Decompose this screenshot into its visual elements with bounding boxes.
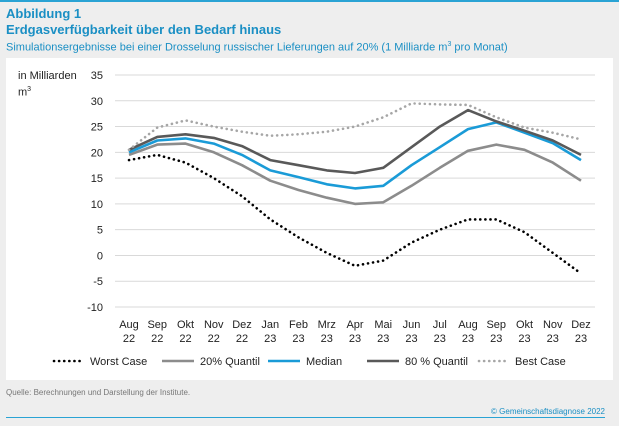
x-tick-label: Nov bbox=[204, 319, 224, 331]
x-tick-label: Jun bbox=[403, 319, 421, 331]
x-tick-labels: Aug 22 Sep 22 Okt 22 Nov 22 Dez 22 Jan 23 Feb 23 Mrz 23… bbox=[119, 319, 591, 345]
x-tick-label: 23 bbox=[405, 333, 417, 345]
y-axis-label-line1: in Milliarden bbox=[18, 70, 77, 82]
x-tick-label: Dez bbox=[571, 319, 591, 331]
series-line bbox=[127, 153, 583, 275]
series-line bbox=[128, 108, 582, 175]
top-rule bbox=[0, 0, 619, 2]
x-tick-label: Mai bbox=[374, 319, 392, 331]
x-tick-label: 23 bbox=[434, 333, 446, 345]
legend: Worst Case 20% Quantil Median 80 % Quantil B… bbox=[52, 356, 566, 368]
legend-label: 20% Quantil bbox=[200, 356, 260, 368]
x-tick-label: Aug bbox=[119, 319, 139, 331]
bottom-rule bbox=[6, 417, 605, 418]
x-tick-label: Nov bbox=[543, 319, 563, 331]
x-tick-label: Dez bbox=[232, 319, 252, 331]
x-tick-label: 22 bbox=[236, 333, 248, 345]
x-tick-label: 23 bbox=[490, 333, 502, 345]
x-tick-label: 22 bbox=[123, 333, 135, 345]
x-tick-label: Apr bbox=[346, 319, 363, 331]
figure-subtitle: Simulationsergebnisse bei einer Drosselu… bbox=[6, 41, 508, 54]
x-tick-label: Mrz bbox=[318, 319, 336, 331]
y-axis-label: in Milliarden m3 bbox=[18, 70, 77, 100]
subtitle-text: Simulationsergebnisse bei einer Drosselu… bbox=[6, 41, 448, 54]
x-tick-label: 23 bbox=[547, 333, 559, 345]
x-tick-label: 23 bbox=[321, 333, 333, 345]
x-tick-label: 23 bbox=[377, 333, 389, 345]
x-tick-label: Aug bbox=[458, 319, 478, 331]
subtitle-suffix: pro Monat) bbox=[451, 41, 508, 54]
series-lines bbox=[127, 102, 583, 275]
x-tick-label: 23 bbox=[575, 333, 587, 345]
y-tick-label: 5 bbox=[97, 225, 103, 237]
series-line bbox=[128, 142, 582, 206]
x-tick-label: Sep bbox=[147, 319, 167, 331]
x-tick-label: Okt bbox=[177, 319, 194, 331]
y-tick-label: -5 bbox=[93, 276, 103, 288]
x-tick-label: 23 bbox=[264, 333, 276, 345]
y-axis-label-superscript: 3 bbox=[27, 86, 32, 93]
source-note: Quelle: Berechnungen und Darstellung der… bbox=[6, 388, 191, 397]
y-tick-label: -10 bbox=[87, 302, 103, 314]
x-tick-label: 23 bbox=[462, 333, 474, 345]
x-tick-label: 23 bbox=[292, 333, 304, 345]
legend-label: Median bbox=[306, 356, 342, 368]
x-tick-label: Sep bbox=[486, 319, 506, 331]
x-tick-label: 22 bbox=[151, 333, 163, 345]
x-tick-label: Jan bbox=[261, 319, 279, 331]
y-axis-label-line2: m bbox=[18, 86, 28, 99]
x-tick-label: Okt bbox=[516, 319, 533, 331]
y-tick-label: 35 bbox=[91, 70, 103, 82]
figure-title: Erdgasverfügbarkeit über den Bedarf hina… bbox=[6, 22, 282, 37]
figure-label: Abbildung 1 bbox=[6, 6, 82, 21]
y-tick-label: 15 bbox=[91, 173, 103, 185]
y-tick-label: 30 bbox=[91, 96, 103, 108]
y-tick-label: 20 bbox=[91, 147, 103, 159]
y-tick-label: 0 bbox=[97, 250, 103, 262]
grid bbox=[115, 74, 595, 308]
x-tick-label: 22 bbox=[208, 333, 220, 345]
credit-note: © Gemeinschaftsdiagnose 2022 bbox=[491, 407, 605, 416]
x-tick-label: Jul bbox=[433, 319, 447, 331]
y-tick-label: 25 bbox=[91, 122, 103, 134]
x-tick-label: Feb bbox=[289, 319, 308, 331]
y-tick-labels: 35 30 25 20 15 10 5 0 -5 -10 bbox=[87, 70, 103, 314]
chart-panel bbox=[6, 58, 613, 380]
y-tick-label: 10 bbox=[91, 199, 103, 211]
legend-label: 80 % Quantil bbox=[405, 356, 468, 368]
x-tick-label: 22 bbox=[179, 333, 191, 345]
legend-label: Best Case bbox=[515, 356, 566, 368]
subtitle-superscript: 3 bbox=[447, 41, 452, 48]
x-tick-label: 23 bbox=[349, 333, 361, 345]
x-tick-label: 23 bbox=[518, 333, 530, 345]
legend-label: Worst Case bbox=[90, 356, 147, 368]
